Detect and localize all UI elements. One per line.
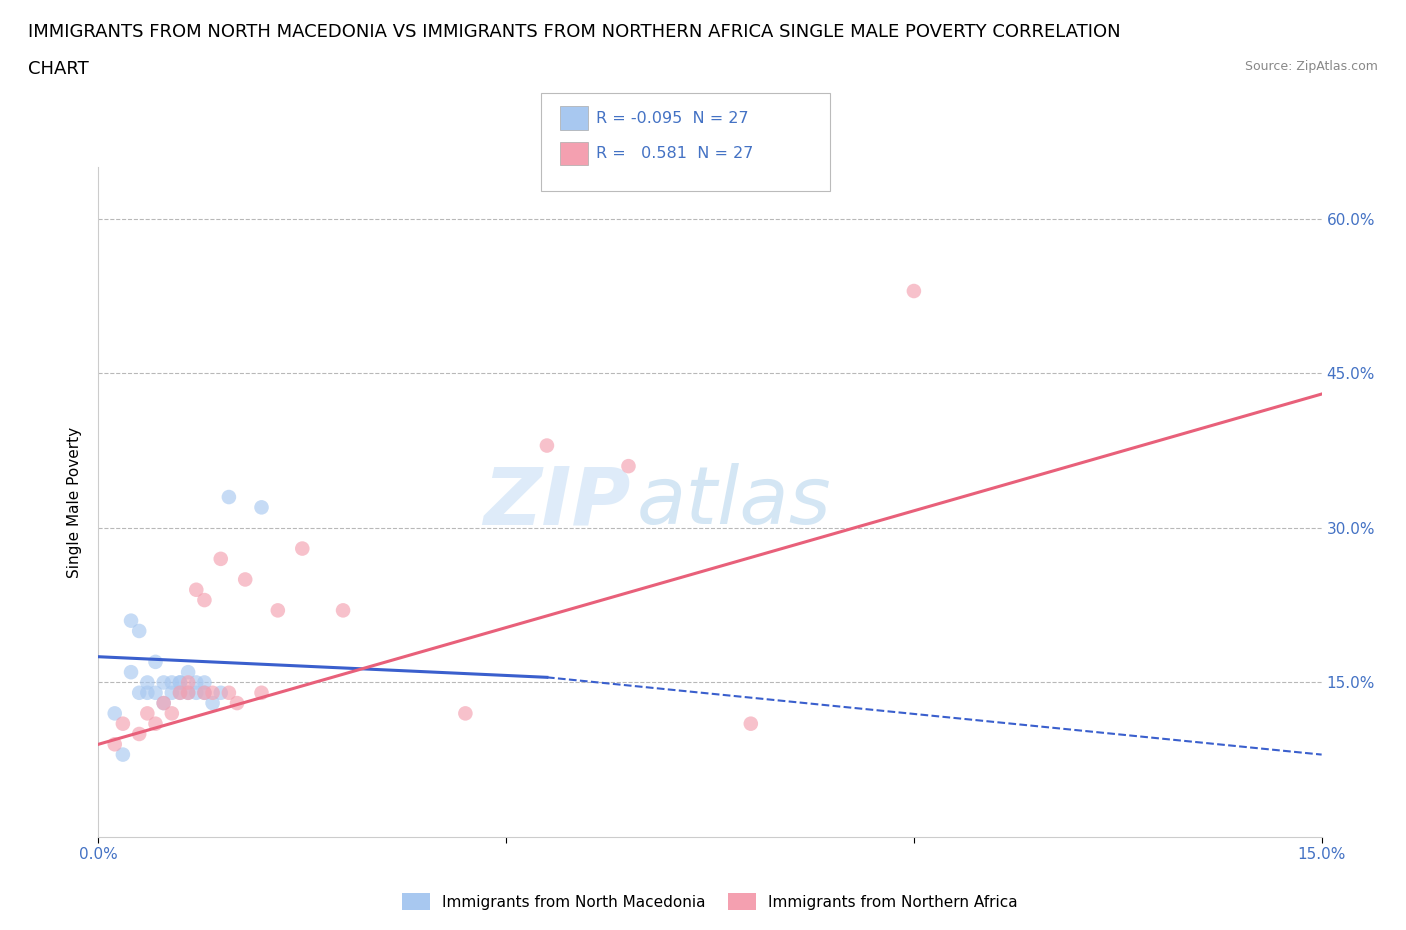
Point: [617, 458, 640, 473]
Point: [218, 489, 240, 504]
Text: atlas: atlas: [637, 463, 831, 541]
Text: IMMIGRANTS FROM NORTH MACEDONIA VS IMMIGRANTS FROM NORTHERN AFRICA SINGLE MALE P: IMMIGRANTS FROM NORTH MACEDONIA VS IMMIG…: [28, 23, 1121, 41]
Point: [169, 685, 191, 700]
Point: [160, 706, 183, 721]
Point: [903, 284, 925, 299]
Point: [177, 665, 200, 680]
Point: [209, 551, 232, 566]
Point: [186, 685, 208, 700]
Text: R =   0.581  N = 27: R = 0.581 N = 27: [596, 146, 754, 161]
Point: [120, 613, 142, 628]
Point: [128, 623, 150, 638]
Point: [152, 696, 174, 711]
Point: [152, 696, 174, 711]
Point: [536, 438, 558, 453]
Point: [332, 603, 354, 618]
Point: [218, 685, 240, 700]
Point: [209, 685, 232, 700]
Point: [136, 706, 159, 721]
Point: [169, 685, 191, 700]
Point: [186, 582, 208, 597]
Point: [145, 655, 167, 670]
Point: [169, 675, 191, 690]
Point: [111, 716, 134, 731]
Point: [267, 603, 290, 618]
Legend: Immigrants from North Macedonia, Immigrants from Northern Africa: Immigrants from North Macedonia, Immigra…: [396, 886, 1024, 916]
Point: [128, 685, 150, 700]
Text: ZIP: ZIP: [484, 463, 630, 541]
Point: [454, 706, 477, 721]
Point: [145, 716, 167, 731]
Point: [201, 696, 224, 711]
Point: [291, 541, 314, 556]
Point: [177, 685, 200, 700]
Point: [104, 737, 127, 751]
Text: CHART: CHART: [28, 60, 89, 78]
Y-axis label: Single Male Poverty: Single Male Poverty: [67, 427, 83, 578]
Point: [104, 706, 127, 721]
Point: [226, 696, 249, 711]
Point: [193, 685, 215, 700]
Point: [201, 685, 224, 700]
Point: [186, 675, 208, 690]
Point: [120, 665, 142, 680]
Point: [160, 685, 183, 700]
Point: [152, 675, 174, 690]
Point: [250, 685, 273, 700]
Point: [177, 675, 200, 690]
Point: [160, 675, 183, 690]
Point: [128, 726, 150, 741]
Point: [193, 685, 215, 700]
Point: [233, 572, 256, 587]
Point: [250, 500, 273, 515]
Point: [169, 675, 191, 690]
Point: [193, 675, 215, 690]
Text: R = -0.095  N = 27: R = -0.095 N = 27: [596, 111, 749, 126]
Point: [111, 747, 134, 762]
Point: [193, 592, 215, 607]
Point: [145, 685, 167, 700]
Text: Source: ZipAtlas.com: Source: ZipAtlas.com: [1244, 60, 1378, 73]
Point: [740, 716, 762, 731]
Point: [136, 675, 159, 690]
Point: [177, 685, 200, 700]
Point: [136, 685, 159, 700]
